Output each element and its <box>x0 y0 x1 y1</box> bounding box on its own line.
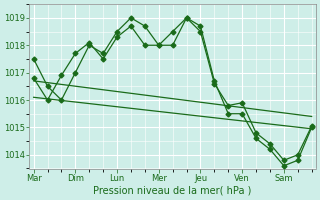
X-axis label: Pression niveau de la mer( hPa ): Pression niveau de la mer( hPa ) <box>93 186 252 196</box>
